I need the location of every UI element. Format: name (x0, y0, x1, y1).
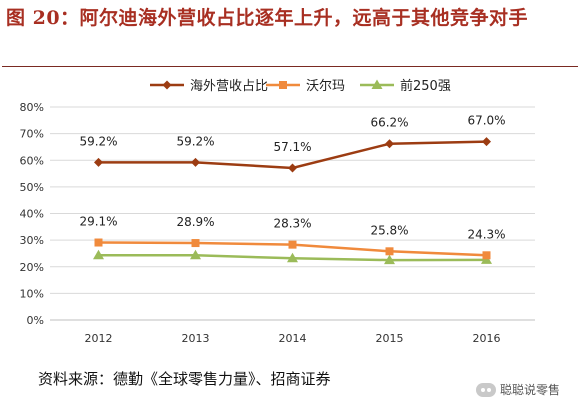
data-point (190, 249, 201, 260)
line-chart: 0% 10% 20% 30% 40% 50% 60% 70% 80% 2012 2013 2014 20… (20, 78, 535, 345)
data-label: 59.2% (176, 134, 214, 148)
data-label: 28.9% (176, 215, 214, 229)
data-point (482, 137, 491, 147)
axis-layer: 0% 10% 20% 30% 40% 50% 60% 70% 80% 2012 2013 2014 20… (20, 101, 535, 345)
y-tick-label: 20% (20, 261, 44, 274)
y-tick-label: 70% (20, 128, 44, 141)
y-tick-label: 40% (20, 208, 44, 221)
data-point (288, 240, 297, 249)
page-title: 图 20：阿尔迪海外营收占比逐年上升，远高于其他竞争对手 (6, 7, 529, 29)
x-tick-label: 2013 (182, 332, 210, 345)
legend: 海外营收占比 沃尔玛 前250强 (150, 78, 451, 94)
legend-label: 海外营收占比 (190, 79, 268, 94)
title-divider (2, 66, 578, 67)
watermark: 聪聪说零售 (476, 381, 560, 398)
data-label: 28.3% (273, 217, 311, 231)
legend-label: 前250强 (400, 78, 451, 94)
data-label: 24.3% (467, 227, 505, 241)
data-point (482, 251, 491, 260)
x-tick-label: 2016 (473, 332, 501, 345)
y-tick-label: 30% (20, 234, 44, 247)
data-label: 25.8% (370, 223, 408, 237)
legend-label: 沃尔玛 (306, 79, 345, 94)
chat-bubble-icon (476, 382, 496, 397)
data-point (288, 163, 297, 173)
y-tick-label: 80% (20, 101, 44, 114)
data-point (94, 238, 103, 247)
legend-marker (371, 79, 383, 89)
data-label-layer: 59.2% 59.2% 57.1% 66.2% 67.0% 29.1% 28.9% 28.3%… (79, 114, 505, 242)
data-point (287, 252, 298, 263)
data-point (384, 254, 395, 265)
source-note: 资料来源：德勤《全球零售力量》、招商证券 (38, 370, 331, 388)
y-tick-label: 50% (20, 181, 44, 194)
data-label: 67.0% (467, 114, 505, 128)
data-point (191, 239, 200, 248)
x-tick-label: 2014 (279, 332, 307, 345)
data-point (94, 157, 103, 167)
data-point (385, 247, 394, 256)
watermark-text: 聪聪说零售 (500, 383, 561, 397)
legend-marker (279, 81, 287, 89)
x-tick-label: 2012 (85, 332, 113, 345)
data-label: 66.2% (370, 116, 408, 130)
data-label: 29.1% (79, 215, 117, 229)
data-point (93, 249, 104, 260)
data-point (385, 139, 394, 149)
series-layer (93, 137, 492, 265)
y-tick-label: 10% (20, 287, 44, 300)
y-tick-label: 60% (20, 154, 44, 167)
data-label: 57.1% (273, 140, 311, 154)
legend-marker (162, 80, 172, 90)
data-point (191, 157, 200, 167)
grid-layer (50, 106, 535, 294)
x-tick-label: 2015 (376, 332, 404, 345)
y-tick-label: 0% (27, 314, 44, 327)
data-label: 59.2% (79, 134, 117, 148)
